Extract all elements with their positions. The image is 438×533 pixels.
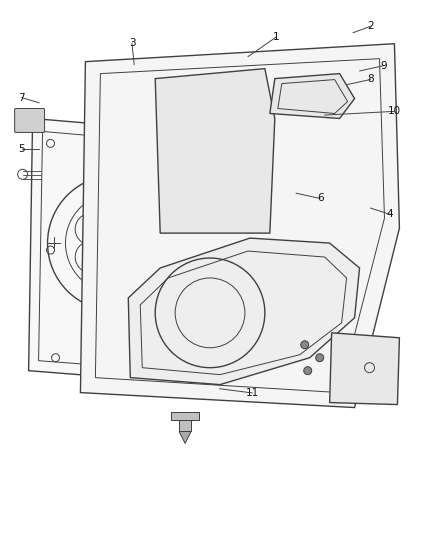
Polygon shape (155, 69, 274, 233)
Polygon shape (329, 333, 399, 405)
Polygon shape (179, 432, 191, 443)
Polygon shape (171, 411, 198, 419)
Polygon shape (179, 419, 191, 432)
Text: 11: 11 (245, 388, 258, 398)
Polygon shape (28, 118, 209, 385)
Text: 10: 10 (387, 107, 400, 116)
Polygon shape (128, 238, 359, 385)
Text: 3: 3 (128, 38, 135, 49)
Circle shape (315, 354, 323, 362)
Circle shape (300, 341, 308, 349)
Text: 6: 6 (316, 193, 323, 204)
Text: 4: 4 (386, 209, 392, 220)
Text: 5: 5 (18, 143, 25, 154)
Polygon shape (80, 44, 399, 408)
Text: 2: 2 (366, 21, 373, 31)
Text: 7: 7 (18, 93, 25, 102)
Text: 8: 8 (366, 75, 373, 84)
FancyBboxPatch shape (14, 109, 44, 132)
Circle shape (303, 367, 311, 375)
Polygon shape (269, 74, 354, 118)
Text: 1: 1 (272, 32, 279, 42)
Text: 9: 9 (379, 61, 386, 71)
